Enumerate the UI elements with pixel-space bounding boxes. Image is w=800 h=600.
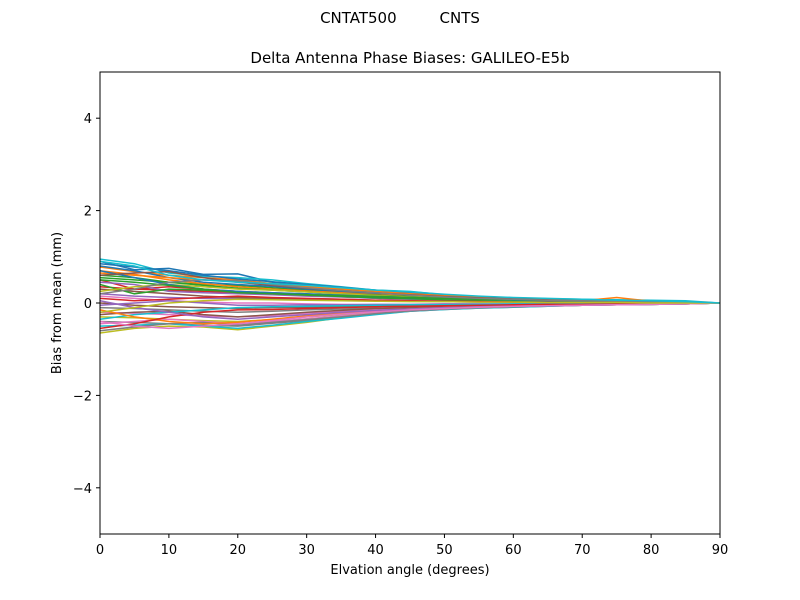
x-tick-label: 10 — [161, 543, 178, 558]
x-tick-label: 50 — [436, 543, 453, 558]
x-tick-label: 60 — [505, 543, 522, 558]
y-axis-label: Bias from mean (mm) — [50, 232, 65, 374]
y-axis-ticks: −4 −2 0 2 4 — [73, 112, 100, 497]
x-tick-label: 30 — [298, 543, 315, 558]
y-tick-label: 4 — [84, 112, 92, 127]
x-tick-label: 70 — [574, 543, 591, 558]
figure-suptitle: CNTAT500 CNTS — [320, 9, 480, 27]
y-tick-label: −2 — [73, 389, 92, 404]
series-line — [100, 260, 720, 304]
y-tick-label: −4 — [73, 482, 92, 497]
x-tick-label: 0 — [96, 543, 104, 558]
x-tick-label: 80 — [643, 543, 660, 558]
series-line — [100, 302, 720, 330]
x-axis-label: Elvation angle (degrees) — [330, 563, 489, 578]
x-tick-label: 40 — [367, 543, 384, 558]
x-tick-label: 90 — [712, 543, 729, 558]
series-line — [100, 298, 720, 313]
y-tick-label: 2 — [84, 205, 92, 220]
x-tick-label: 20 — [230, 543, 247, 558]
chart-title: Delta Antenna Phase Biases: GALILEO-E5b — [250, 49, 569, 67]
series-lines — [100, 258, 720, 334]
series-line — [100, 302, 720, 330]
x-axis-ticks: 0 10 20 30 40 50 60 70 80 90 — [96, 534, 728, 558]
y-tick-label: 0 — [84, 297, 92, 312]
